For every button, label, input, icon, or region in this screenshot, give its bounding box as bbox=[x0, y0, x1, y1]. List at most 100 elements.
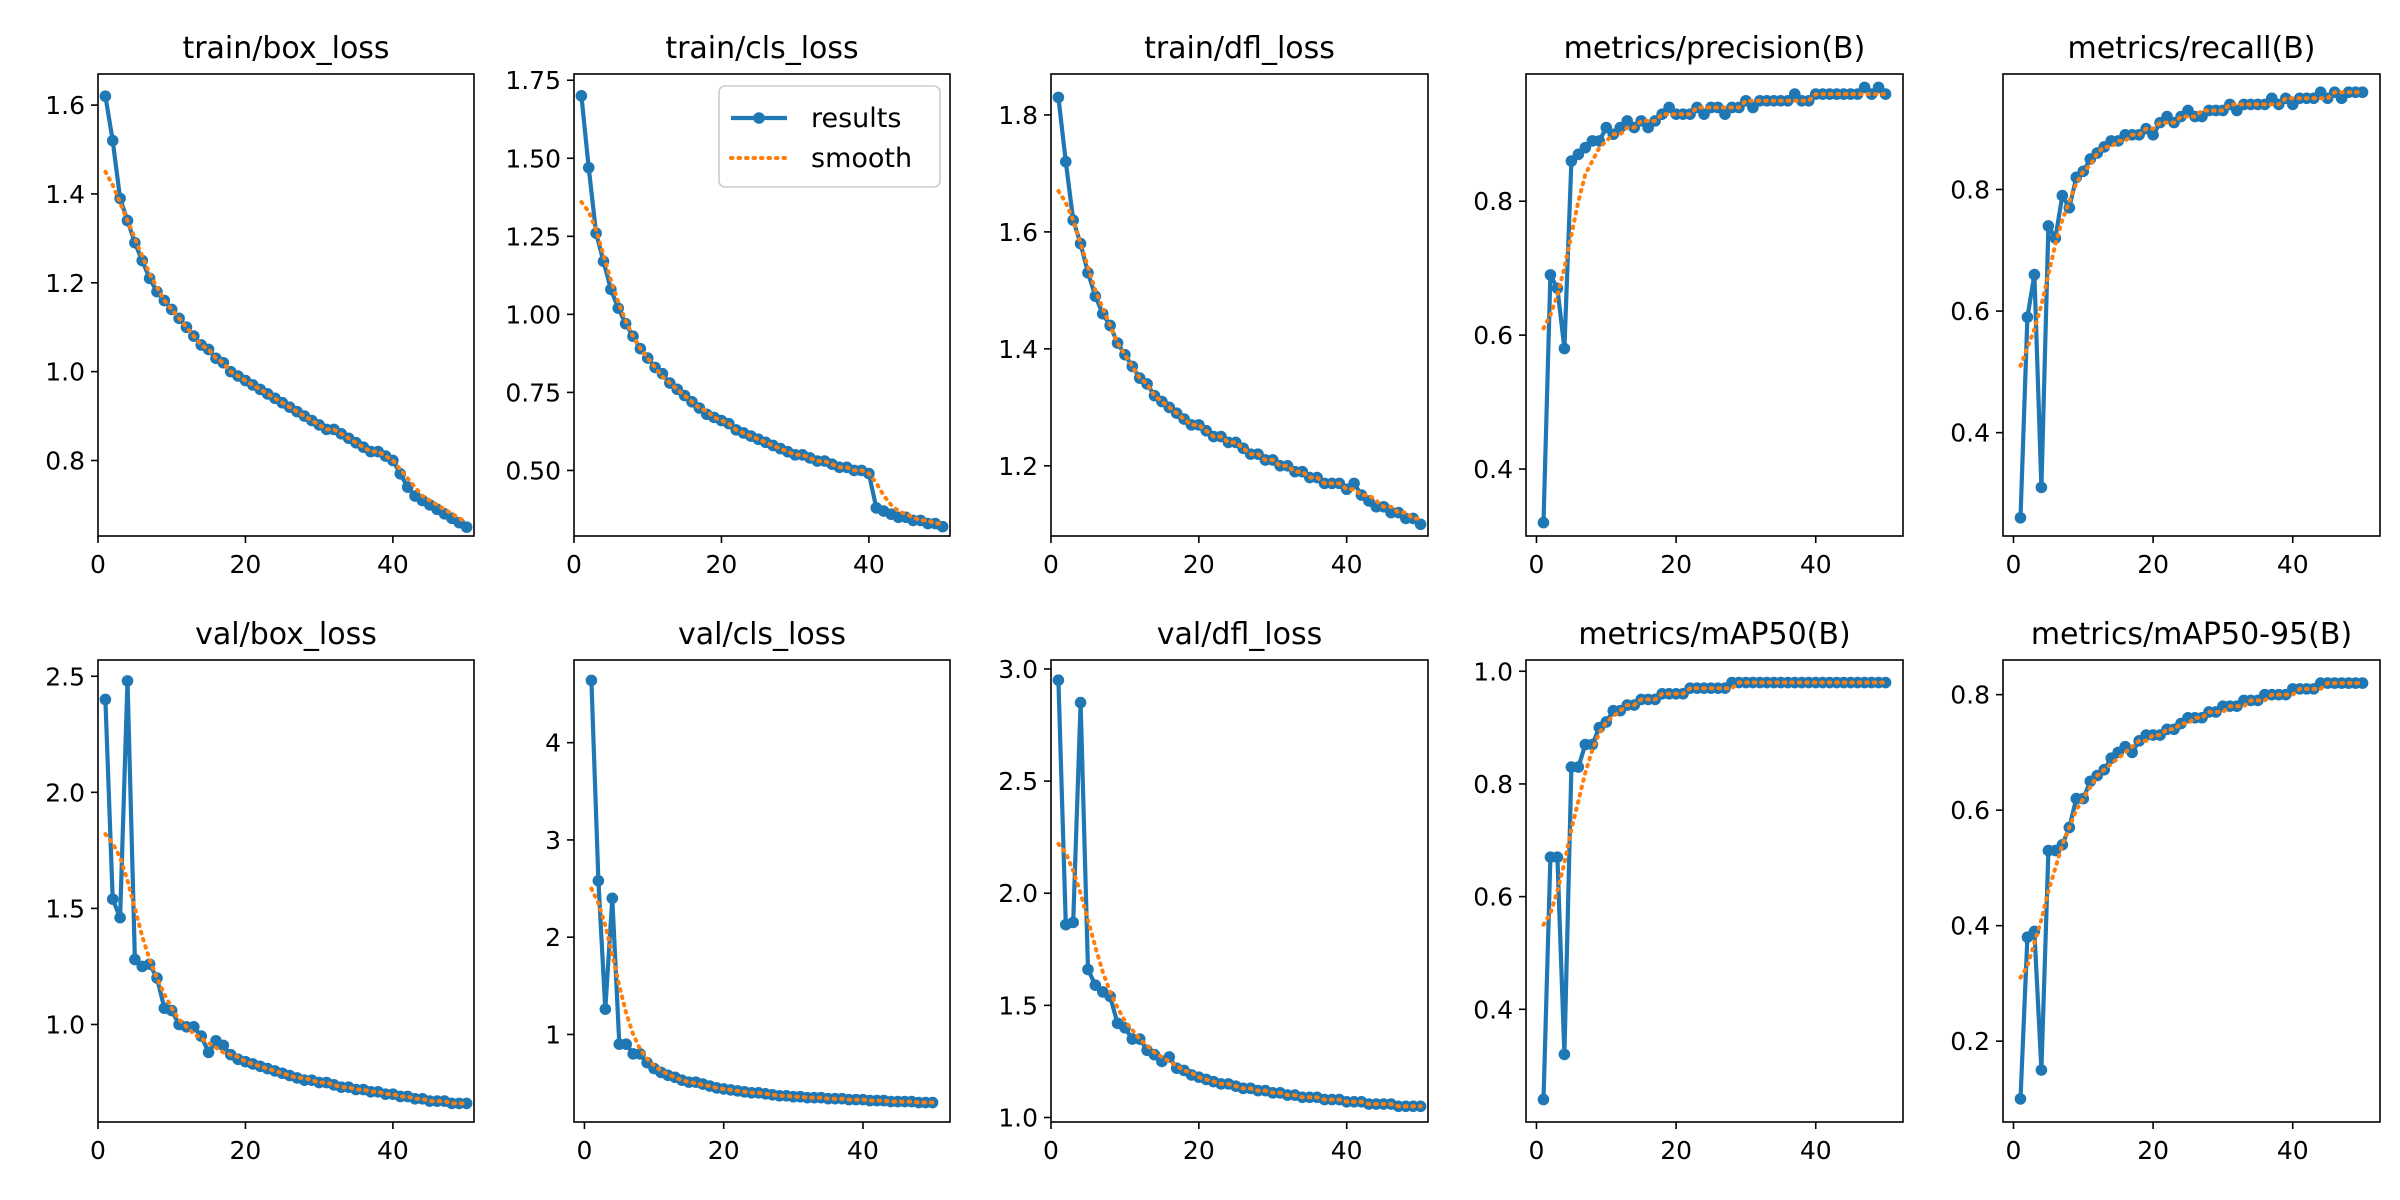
panel-train-dfl-loss: train/dfl_loss 0 20 40 1.2 1.4 1.6 1.8 bbox=[998, 31, 1429, 579]
axes-frame bbox=[573, 659, 951, 1123]
y-tick-label: 2.0 bbox=[998, 879, 1038, 908]
y-tick-label: 1.0 bbox=[1473, 657, 1513, 686]
results-point bbox=[2021, 311, 2034, 323]
results-point bbox=[129, 953, 141, 966]
smooth-line bbox=[1541, 680, 1888, 927]
x-tick-label: 20 bbox=[230, 1136, 262, 1165]
panel-title: metrics/mAP50(B) bbox=[1578, 617, 1850, 652]
x-tick-label: 20 bbox=[230, 550, 262, 579]
x-tick-label: 40 bbox=[2277, 550, 2309, 579]
panel-title: train/cls_loss bbox=[665, 31, 858, 66]
results-point bbox=[1059, 155, 1072, 168]
x-tick-label: 0 bbox=[90, 1136, 106, 1165]
y-tick-label: 0.8 bbox=[1473, 770, 1513, 799]
smooth-line bbox=[1541, 92, 1888, 331]
smooth-line bbox=[2018, 681, 2365, 980]
panel-title: val/box_loss bbox=[195, 617, 377, 652]
results-point bbox=[2126, 746, 2138, 759]
y-tick-label: 1.00 bbox=[505, 300, 561, 329]
y-tick-label: 2.5 bbox=[998, 767, 1038, 796]
x-tick-label: 0 bbox=[90, 550, 106, 579]
y-tick-label: 0.4 bbox=[1950, 912, 1990, 941]
x-tick-label: 0 bbox=[2006, 1136, 2022, 1165]
y-tick-label: 0.2 bbox=[1950, 1027, 1990, 1056]
panel-train-box-loss: train/box_loss 0 20 40 0.8 1.0 1.2 1.4 1.6 bbox=[45, 31, 475, 579]
results-point bbox=[1537, 516, 1550, 529]
results-point bbox=[1074, 696, 1087, 709]
x-tick-label: 40 bbox=[853, 550, 885, 579]
y-tick-label: 0.8 bbox=[1950, 176, 1990, 205]
results-point bbox=[2147, 128, 2159, 141]
panel-title: metrics/recall(B) bbox=[2067, 31, 2315, 66]
y-tick-label: 1.5 bbox=[45, 894, 85, 923]
y-tick-label: 3 bbox=[545, 826, 561, 855]
y-tick-label: 1.0 bbox=[998, 1104, 1038, 1133]
panel-title: metrics/mAP50-95(B) bbox=[2031, 617, 2352, 652]
smooth-line bbox=[1056, 841, 1423, 1109]
panel-val-dfl-loss: val/dfl_loss 0 20 40 1.0 1.5 2.0 2.5 3.0 bbox=[998, 617, 1429, 1165]
results-point bbox=[1572, 761, 1585, 773]
results-point bbox=[2035, 481, 2048, 494]
y-tick-label: 2 bbox=[545, 923, 561, 952]
results-point bbox=[1879, 676, 1892, 689]
legend-results-label: results bbox=[811, 103, 901, 134]
smooth-line bbox=[579, 200, 945, 526]
y-tick-label: 0.6 bbox=[1473, 321, 1513, 350]
results-point bbox=[1348, 477, 1360, 490]
x-tick-label: 0 bbox=[1529, 1136, 1545, 1165]
axes-frame bbox=[97, 73, 475, 537]
results-point bbox=[1148, 1048, 1161, 1061]
legend: results smooth bbox=[718, 85, 941, 188]
x-tick-label: 20 bbox=[708, 1136, 740, 1165]
y-tick-label: 0.6 bbox=[1950, 297, 1990, 326]
x-tick-label: 0 bbox=[1529, 550, 1545, 579]
y-tick-label: 1.75 bbox=[505, 66, 561, 95]
x-tick-label: 0 bbox=[576, 1136, 592, 1165]
panel-metrics-map50-b: metrics/mAP50(B) 0 20 40 0.4 0.6 0.8 1.0 bbox=[1473, 617, 1904, 1165]
axes-frame bbox=[1525, 73, 1904, 537]
y-tick-label: 0.6 bbox=[1473, 883, 1513, 912]
results-point bbox=[1537, 1093, 1550, 1106]
x-tick-label: 40 bbox=[1331, 550, 1363, 579]
y-tick-label: 1.5 bbox=[998, 991, 1038, 1020]
axes-frame bbox=[1050, 659, 1429, 1123]
results-point bbox=[460, 521, 473, 533]
x-tick-label: 20 bbox=[706, 550, 738, 579]
results-point bbox=[1082, 963, 1094, 976]
y-tick-label: 4 bbox=[545, 729, 561, 758]
smooth-line bbox=[589, 886, 935, 1105]
x-tick-label: 20 bbox=[1660, 550, 1692, 579]
x-tick-label: 40 bbox=[847, 1136, 879, 1165]
panel-metrics-recall-b: metrics/recall(B) 0 20 40 0.4 0.6 0.8 bbox=[1950, 31, 2381, 579]
legend-results-marker bbox=[753, 112, 765, 124]
results-point bbox=[1551, 851, 1564, 863]
y-tick-label: 1 bbox=[545, 1020, 561, 1049]
results-point bbox=[1544, 269, 1557, 281]
panel-train-cls-loss: train/cls_loss 0 20 40 0.50 0.75 1.00 1.25 1.50 1… bbox=[505, 31, 951, 579]
y-tick-label: 1.4 bbox=[45, 180, 85, 209]
panel-title: train/box_loss bbox=[182, 31, 389, 66]
results-point bbox=[2042, 220, 2055, 232]
y-tick-label: 1.8 bbox=[998, 101, 1038, 130]
y-tick-label: 1.25 bbox=[505, 222, 561, 251]
smooth-line bbox=[103, 832, 469, 1106]
results-point bbox=[606, 892, 619, 905]
x-tick-label: 20 bbox=[2137, 550, 2169, 579]
y-tick-label: 2.5 bbox=[45, 662, 85, 691]
results-point bbox=[106, 134, 119, 147]
x-tick-label: 40 bbox=[1331, 1136, 1363, 1165]
results-point bbox=[620, 1038, 633, 1050]
panel-title: val/dfl_loss bbox=[1157, 617, 1322, 652]
axes-frame bbox=[97, 659, 475, 1123]
results-point bbox=[202, 1046, 215, 1059]
x-tick-label: 0 bbox=[1043, 1136, 1059, 1165]
results-point bbox=[2028, 268, 2041, 281]
results-point bbox=[2014, 1093, 2027, 1105]
legend-box bbox=[718, 85, 941, 188]
panel-title: train/dfl_loss bbox=[1144, 31, 1335, 66]
x-tick-label: 40 bbox=[1800, 550, 1832, 579]
y-tick-label: 2.0 bbox=[45, 778, 85, 807]
x-tick-label: 0 bbox=[2006, 550, 2022, 579]
results-point bbox=[592, 874, 605, 887]
